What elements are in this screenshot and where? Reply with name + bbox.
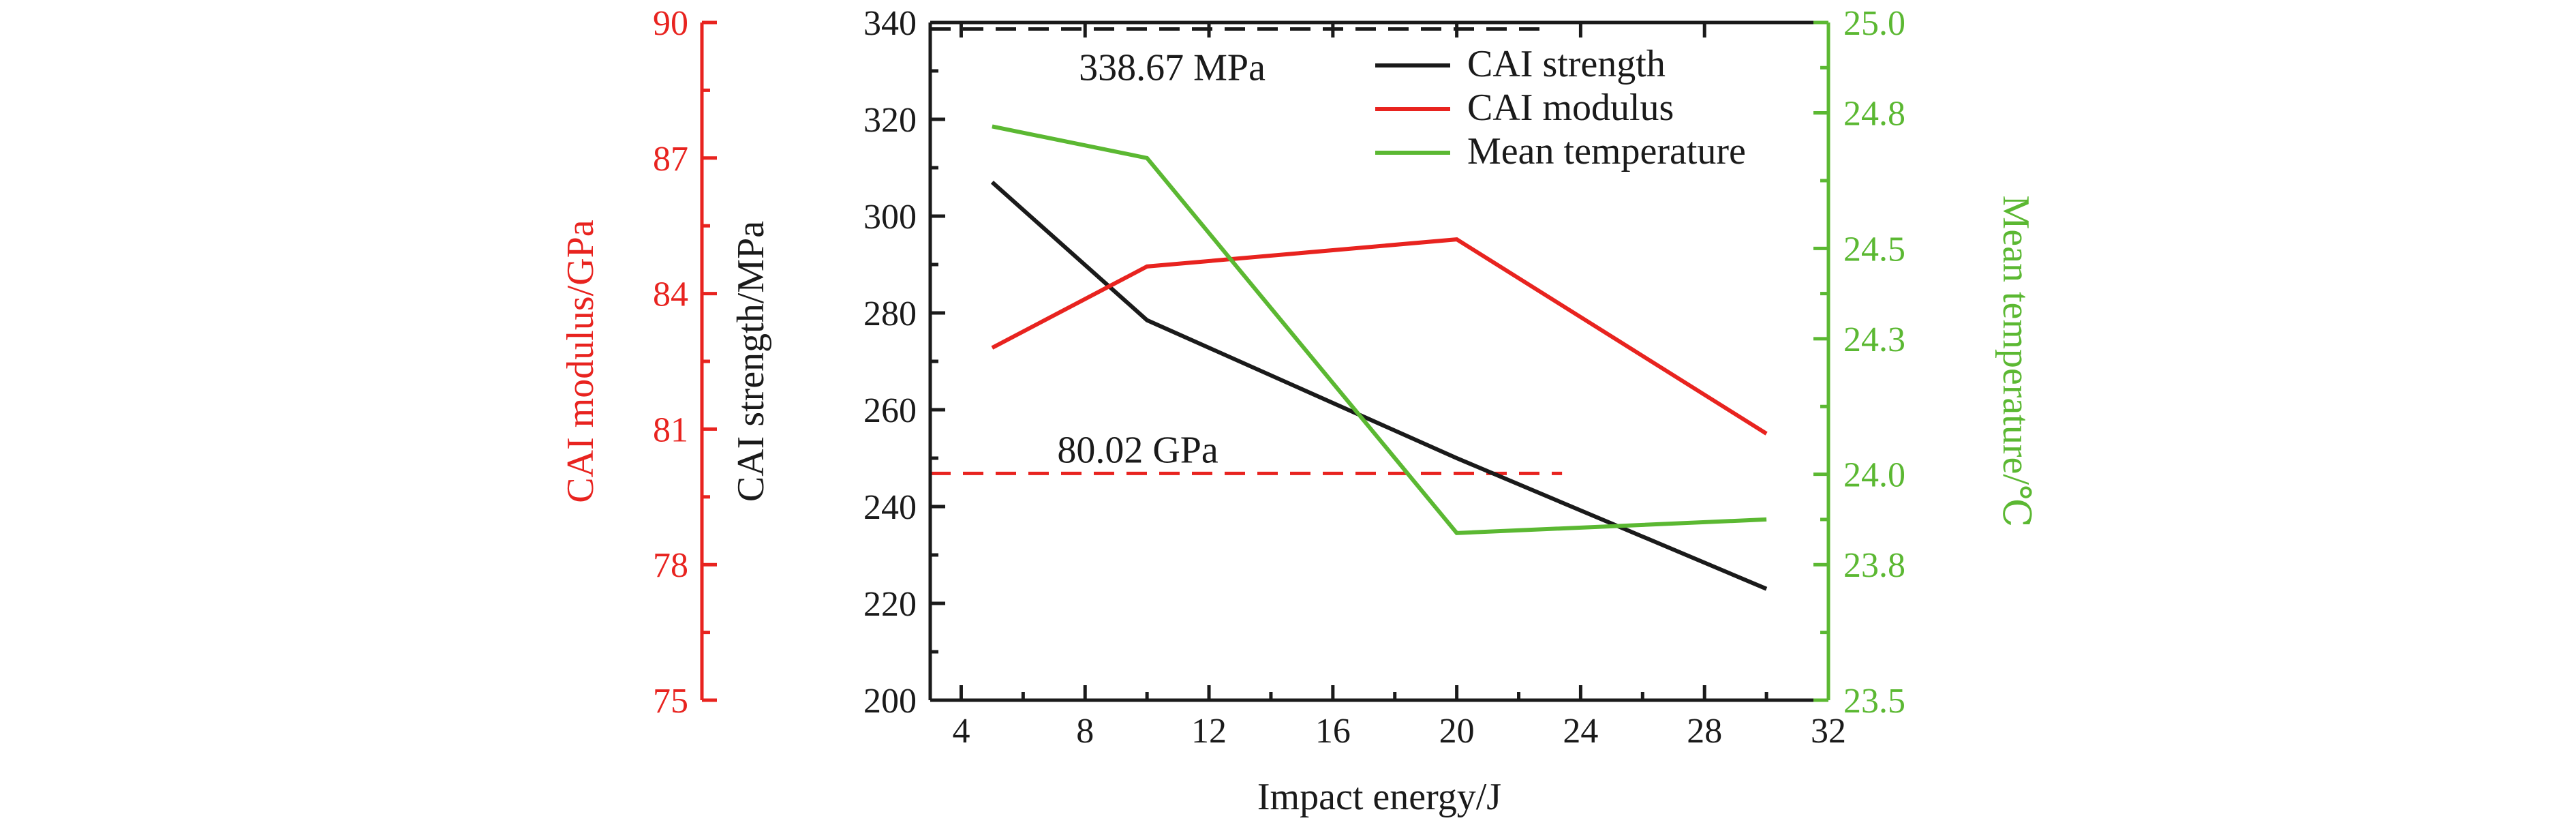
modulus-tick-label: 78 [653, 546, 688, 585]
temperature-tick-label: 24.8 [1843, 95, 1905, 134]
x-tick-label: 4 [952, 712, 970, 751]
temperature-tick-label: 24.5 [1843, 230, 1905, 269]
strength-tick-label: 200 [863, 682, 917, 721]
strength-tick-label: 220 [863, 585, 917, 624]
temperature-tick-label: 23.5 [1843, 682, 1905, 721]
temperature-axis-title: Mean temperature/℃ [1995, 195, 2037, 527]
temperature-tick-label: 23.8 [1843, 546, 1905, 585]
x-tick-label: 28 [1687, 712, 1722, 751]
temperature-tick-label: 24.3 [1843, 320, 1905, 359]
x-tick-label: 32 [1811, 712, 1846, 751]
x-tick-label: 24 [1563, 712, 1598, 751]
strength-tick-label: 280 [863, 295, 917, 333]
x-tick-label: 12 [1191, 712, 1227, 751]
reference-label-modulus: 80.02 GPa [1057, 429, 1218, 471]
strength-tick-label: 340 [863, 4, 917, 43]
modulus-tick-label: 75 [653, 682, 688, 721]
strength-tick-label: 240 [863, 488, 917, 527]
modulus-axis-title: CAI modulus/GPa [559, 220, 602, 502]
legend-label-modulus: CAI modulus [1467, 87, 1674, 129]
modulus-tick-label: 90 [653, 4, 688, 43]
series-line-mean-temperature [992, 124, 1767, 535]
strength-tick-label: 320 [863, 101, 917, 140]
x-tick-label: 20 [1439, 712, 1475, 751]
modulus-tick-label: 81 [653, 410, 688, 449]
strength-tick-label: 260 [863, 391, 917, 430]
modulus-tick-label: 87 [653, 140, 688, 179]
temperature-tick-label: 25.0 [1843, 4, 1905, 43]
temperature-tick-label: 24.0 [1843, 456, 1905, 495]
strength-axis-title: CAI strength/MPa [730, 221, 772, 502]
series-line-cai-modulus [991, 237, 1768, 436]
reference-lines: 338.67 MPa 80.02 GPa [930, 27, 1563, 475]
x-axis-title: Impact energy/J [1257, 776, 1501, 818]
reference-label-strength: 338.67 MPa [1079, 46, 1266, 89]
strength-axis: 200 220 240 260 280 300 320 340 CAI strength/MPa [730, 4, 945, 721]
strength-tick-label: 300 [863, 198, 917, 237]
temperature-axis: 23.5 23.8 24.0 24.3 24.5 24.8 25.0 Mean tempera… [1813, 4, 2037, 721]
series-lines [990, 124, 1768, 591]
modulus-axis: 75 78 81 84 87 90 CAI modulus/GPa [559, 4, 717, 721]
plot-frame [928, 20, 1828, 702]
legend-label-strength: CAI strength [1467, 43, 1666, 85]
x-axis: 4 8 12 16 20 24 28 32 Impact energy/J [952, 22, 1846, 818]
x-tick-label: 8 [1076, 712, 1094, 751]
modulus-tick-label: 84 [653, 275, 688, 314]
legend-label-temperature: Mean temperature [1467, 130, 1746, 172]
x-tick-label: 16 [1315, 712, 1351, 751]
series-line-cai-strength [990, 181, 1768, 591]
